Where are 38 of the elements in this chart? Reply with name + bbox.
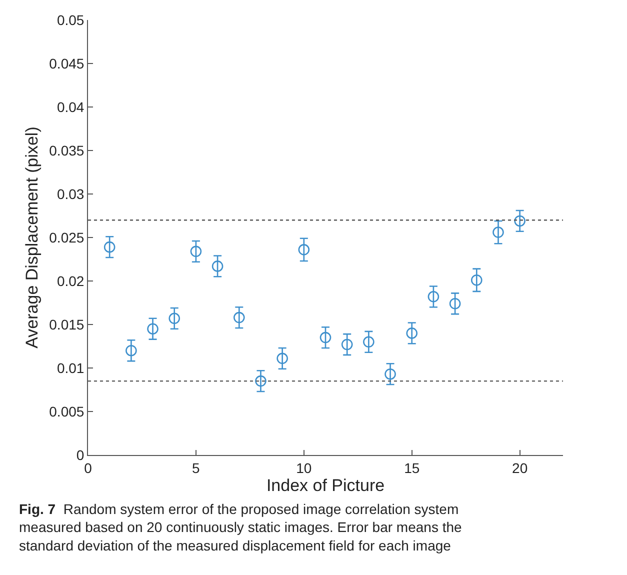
y-tick-label: 0.015 xyxy=(49,316,84,332)
point xyxy=(492,226,504,238)
y-axis-title: Average Displacement (pixel) xyxy=(22,126,42,348)
point xyxy=(190,246,202,258)
y-tick-label: 0.04 xyxy=(56,98,84,115)
x-axis-title: Index of Picture xyxy=(266,476,385,496)
point xyxy=(255,375,266,387)
x-tick-label: 20 xyxy=(512,460,528,476)
x-tick-label: 15 xyxy=(404,460,420,476)
point xyxy=(428,291,440,302)
y-tick-label: 0.05 xyxy=(56,12,84,28)
point xyxy=(449,298,461,310)
x-tick-label: 5 xyxy=(192,460,200,476)
y-tick-label: 0.035 xyxy=(49,142,84,158)
point xyxy=(406,328,418,339)
point xyxy=(276,352,288,364)
point xyxy=(514,215,526,227)
point xyxy=(363,336,374,348)
point xyxy=(126,344,137,356)
point xyxy=(147,323,158,334)
y-tick-label: 0.02 xyxy=(56,272,84,289)
y-tick-label: 0.03 xyxy=(56,186,84,202)
y-tick-label: 0 xyxy=(76,446,84,463)
point xyxy=(168,312,180,324)
caption: Fig. 7 xyxy=(19,501,56,517)
y-tick-label: 0.01 xyxy=(56,360,84,376)
point xyxy=(233,312,245,324)
point xyxy=(320,332,332,344)
y-tick-label: 0.025 xyxy=(49,229,84,246)
point xyxy=(104,241,116,253)
y-tick-label: 0.045 xyxy=(49,55,84,72)
y-tick-label: 0.005 xyxy=(49,403,84,420)
point xyxy=(470,274,482,286)
point xyxy=(298,244,310,256)
point xyxy=(384,368,396,380)
point xyxy=(212,260,224,272)
x-tick-label: 10 xyxy=(296,460,312,476)
point xyxy=(341,338,353,350)
